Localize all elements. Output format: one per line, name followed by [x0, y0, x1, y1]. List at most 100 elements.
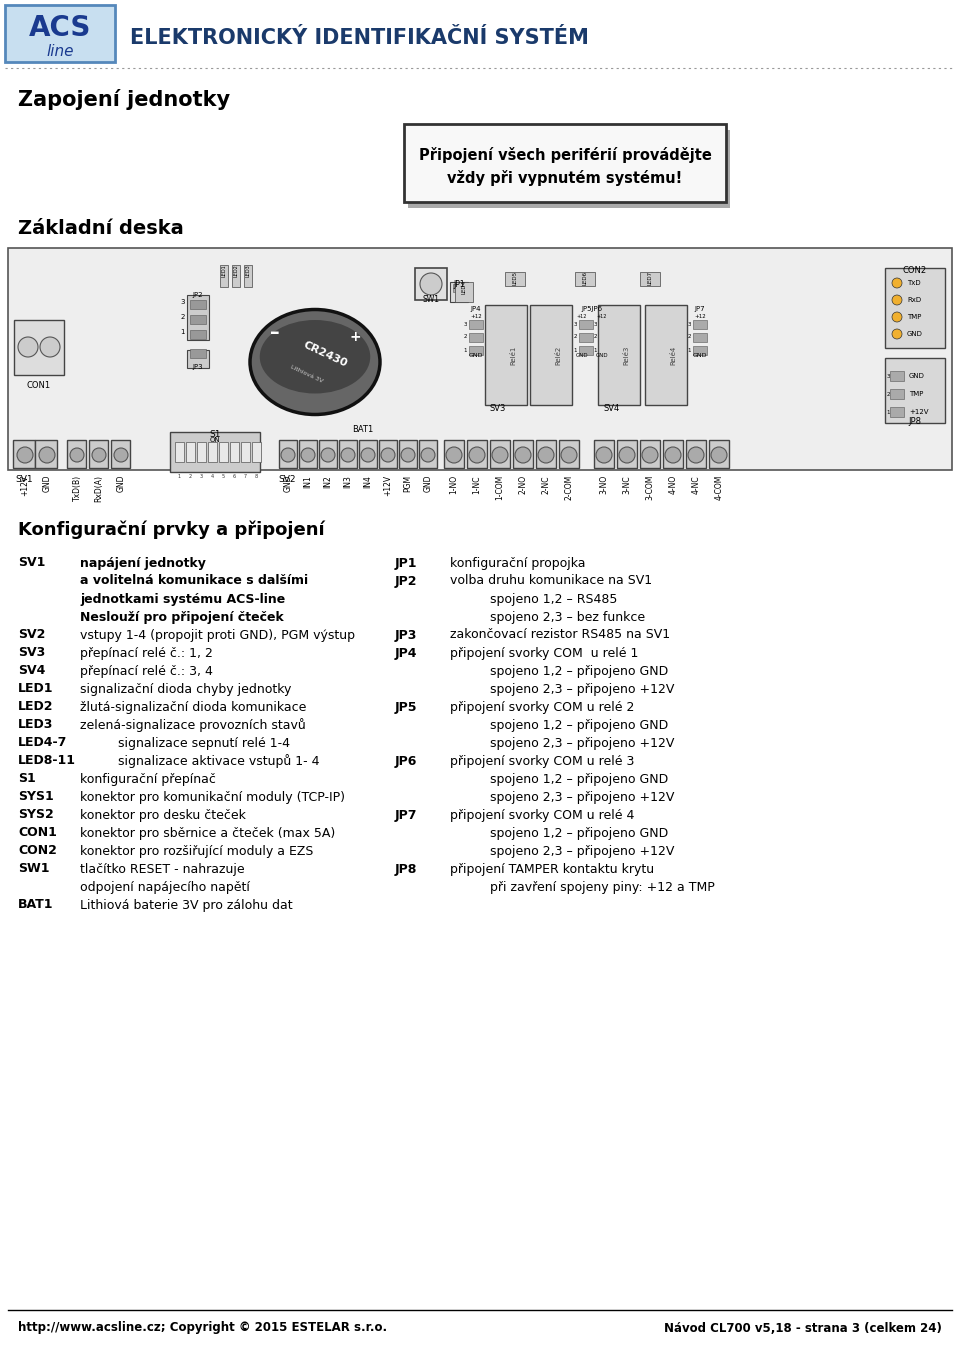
Bar [111, 440, 130, 467]
Text: volba druhu komunikace na SV1: volba druhu komunikace na SV1 [450, 575, 652, 587]
Text: 2: 2 [189, 474, 192, 478]
Text: +12: +12 [470, 314, 482, 318]
Text: GND: GND [907, 332, 923, 337]
Bar [505, 272, 525, 285]
Circle shape [892, 295, 902, 304]
Text: LED1: LED1 [222, 264, 227, 277]
Text: SV3: SV3 [490, 404, 506, 413]
Circle shape [711, 447, 727, 463]
Text: LED8-11: LED8-11 [18, 754, 76, 768]
Bar [686, 440, 706, 467]
Bar [404, 124, 726, 202]
Bar [419, 440, 437, 467]
Circle shape [892, 329, 902, 338]
Bar [190, 300, 206, 308]
Circle shape [381, 448, 395, 462]
Bar [252, 442, 261, 462]
Text: CR2430: CR2430 [301, 340, 348, 368]
Bar [13, 440, 35, 467]
Text: 8: 8 [255, 474, 258, 478]
Circle shape [561, 447, 577, 463]
Text: JP2: JP2 [193, 292, 204, 298]
Text: Lithiová 3V: Lithiová 3V [290, 364, 324, 383]
Text: 3-COM: 3-COM [645, 476, 655, 500]
Text: Připojení všech periférií provádějte: Připojení všech periférií provádějte [419, 147, 711, 163]
Bar [617, 440, 637, 467]
Bar [5, 5, 115, 63]
Text: 1: 1 [178, 474, 181, 478]
Text: JP1: JP1 [395, 556, 418, 569]
Circle shape [92, 448, 106, 462]
Circle shape [446, 447, 462, 463]
Circle shape [469, 447, 485, 463]
Bar [89, 440, 108, 467]
Text: LED2: LED2 [233, 264, 238, 277]
Bar [885, 268, 945, 348]
Bar [244, 265, 252, 287]
Bar [599, 319, 613, 329]
Text: JP8: JP8 [908, 417, 922, 425]
Text: S1: S1 [209, 429, 221, 439]
Circle shape [420, 273, 442, 295]
Bar [319, 440, 337, 467]
Text: připojení svorky COM u relé 2: připojení svorky COM u relé 2 [450, 700, 635, 713]
Text: TMP: TMP [907, 314, 922, 319]
Bar [663, 440, 683, 467]
Text: spojeno 1,2 – připojeno GND: spojeno 1,2 – připojeno GND [490, 826, 668, 840]
Text: +12: +12 [577, 314, 588, 318]
Text: IN3: IN3 [344, 476, 352, 488]
Bar [579, 347, 593, 355]
Text: 4: 4 [211, 474, 214, 478]
Text: 2: 2 [573, 334, 577, 340]
Text: JP5: JP5 [395, 700, 418, 713]
Text: tlačítko RESET - nahrazuje: tlačítko RESET - nahrazuje [80, 863, 245, 875]
Text: spojeno 1,2 – RS485: spojeno 1,2 – RS485 [490, 593, 617, 606]
Text: GND: GND [42, 476, 52, 492]
Text: 4-NO: 4-NO [668, 476, 678, 495]
Text: spojeno 2,3 – připojeno +12V: spojeno 2,3 – připojeno +12V [490, 791, 674, 803]
Text: a volitelná komunikace s dalšími: a volitelná komunikace s dalšími [80, 575, 308, 587]
Bar [485, 304, 527, 405]
Bar [190, 349, 206, 357]
Text: JP1: JP1 [453, 280, 465, 289]
Bar [469, 319, 483, 329]
Circle shape [515, 447, 531, 463]
Text: připojení svorky COM u relé 4: připojení svorky COM u relé 4 [450, 809, 635, 821]
Bar [170, 432, 260, 472]
Text: 2-COM: 2-COM [564, 476, 573, 500]
Bar [279, 440, 297, 467]
Text: 3: 3 [180, 299, 185, 304]
Text: JP4: JP4 [470, 306, 481, 313]
Text: 5: 5 [222, 474, 225, 478]
Text: 2: 2 [180, 314, 185, 319]
Text: line: line [46, 45, 74, 60]
Bar [579, 319, 593, 329]
Bar [399, 440, 417, 467]
Text: signalizace sepnutí relé 1-4: signalizace sepnutí relé 1-4 [118, 737, 290, 750]
Text: SV1: SV1 [18, 556, 45, 569]
Circle shape [17, 447, 33, 463]
Text: ELEKTRONICKÝ IDENTIFIKAČNÍ SYSTÉM: ELEKTRONICKÝ IDENTIFIKAČNÍ SYSTÉM [130, 29, 588, 48]
Text: spojeno 1,2 – připojeno GND: spojeno 1,2 – připojeno GND [490, 719, 668, 731]
Circle shape [619, 447, 635, 463]
Text: +12V: +12V [383, 476, 393, 496]
Text: Relé2: Relé2 [555, 345, 561, 364]
Bar [197, 442, 206, 462]
Text: 4-COM: 4-COM [714, 476, 724, 500]
Text: SV1: SV1 [15, 476, 33, 484]
Text: JP3: JP3 [193, 364, 204, 370]
Text: +: + [349, 330, 361, 344]
Bar [467, 440, 487, 467]
Circle shape [538, 447, 554, 463]
Bar [415, 268, 447, 300]
Text: ACS: ACS [29, 14, 91, 42]
Text: SV3: SV3 [18, 647, 45, 659]
Circle shape [492, 447, 508, 463]
Bar [536, 440, 556, 467]
Text: SYS1: SYS1 [18, 791, 54, 803]
Text: +12: +12 [694, 314, 706, 318]
Text: +12V: +12V [909, 409, 928, 414]
Bar [559, 440, 579, 467]
Text: IN1: IN1 [303, 476, 313, 488]
Text: 3: 3 [687, 322, 691, 326]
